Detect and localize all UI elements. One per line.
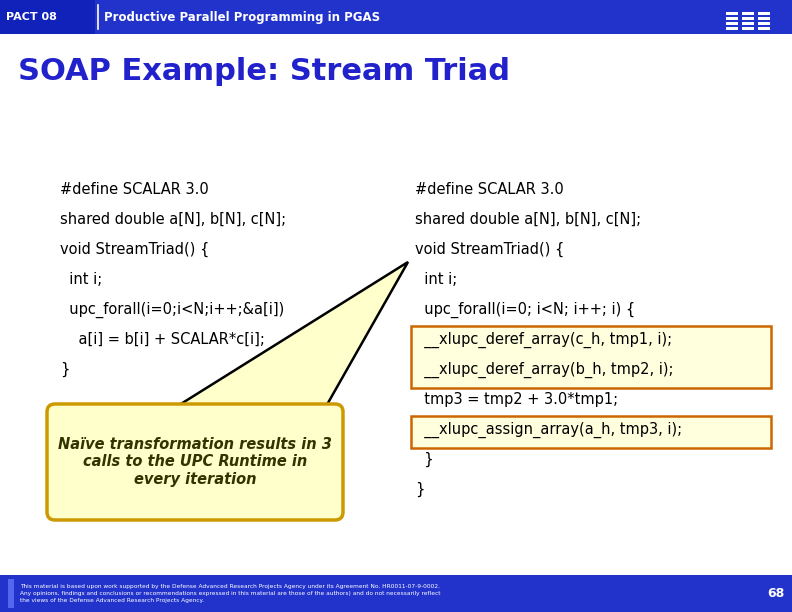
Text: __xlupc_deref_array(c_h, tmp1, i);: __xlupc_deref_array(c_h, tmp1, i);	[415, 332, 672, 348]
Text: tmp3 = tmp2 + 3.0*tmp1;: tmp3 = tmp2 + 3.0*tmp1;	[415, 392, 618, 407]
Bar	[758, 22, 770, 25]
Text: int i;: int i;	[60, 272, 102, 287]
Text: shared double a[N], b[N], c[N];: shared double a[N], b[N], c[N];	[415, 212, 642, 227]
Bar	[726, 12, 738, 15]
Bar	[742, 22, 754, 25]
Bar	[726, 17, 738, 20]
Text: #define SCALAR 3.0: #define SCALAR 3.0	[60, 182, 209, 197]
Bar	[0, 575, 792, 612]
Bar	[742, 27, 754, 30]
Bar	[726, 22, 738, 25]
Text: }: }	[415, 452, 434, 467]
FancyBboxPatch shape	[47, 404, 343, 520]
Bar	[411, 416, 771, 448]
Bar	[758, 27, 770, 30]
Text: 68: 68	[767, 587, 784, 600]
Text: void StreamTriad() {: void StreamTriad() {	[60, 242, 209, 257]
Bar	[742, 12, 754, 15]
Bar	[0, 0, 792, 34]
Bar	[411, 326, 771, 388]
Text: Productive Parallel Programming in PGAS: Productive Parallel Programming in PGAS	[104, 10, 380, 23]
Bar	[758, 12, 770, 15]
Text: shared double a[N], b[N], c[N];: shared double a[N], b[N], c[N];	[60, 212, 286, 227]
Text: upc_forall(i=0;i<N;i++;&a[i]): upc_forall(i=0;i<N;i++;&a[i])	[60, 302, 284, 318]
Text: a[i] = b[i] + SCALAR*c[i];: a[i] = b[i] + SCALAR*c[i];	[60, 332, 265, 347]
Text: #define SCALAR 3.0: #define SCALAR 3.0	[415, 182, 564, 197]
Text: Naïve transformation results in 3
calls to the UPC Runtime in
every iteration: Naïve transformation results in 3 calls …	[58, 437, 332, 487]
Polygon shape	[160, 262, 408, 417]
Text: PACT 08: PACT 08	[6, 12, 57, 22]
Bar	[758, 17, 770, 20]
Text: SOAP Example: Stream Triad: SOAP Example: Stream Triad	[18, 57, 510, 86]
Text: __xlupc_assign_array(a_h, tmp3, i);: __xlupc_assign_array(a_h, tmp3, i);	[415, 422, 682, 438]
Bar	[0, 0, 95, 34]
Text: }: }	[60, 362, 70, 377]
Text: void StreamTriad() {: void StreamTriad() {	[415, 242, 565, 257]
Text: int i;: int i;	[415, 272, 457, 287]
Text: __xlupc_deref_array(b_h, tmp2, i);: __xlupc_deref_array(b_h, tmp2, i);	[415, 362, 673, 378]
Text: upc_forall(i=0; i<N; i++; i) {: upc_forall(i=0; i<N; i++; i) {	[415, 302, 635, 318]
Text: }: }	[415, 482, 425, 497]
Bar	[8, 579, 14, 608]
Bar	[726, 27, 738, 30]
Text: This material is based upon work supported by the Defense Advanced Research Proj: This material is based upon work support…	[20, 584, 440, 603]
Bar	[742, 17, 754, 20]
